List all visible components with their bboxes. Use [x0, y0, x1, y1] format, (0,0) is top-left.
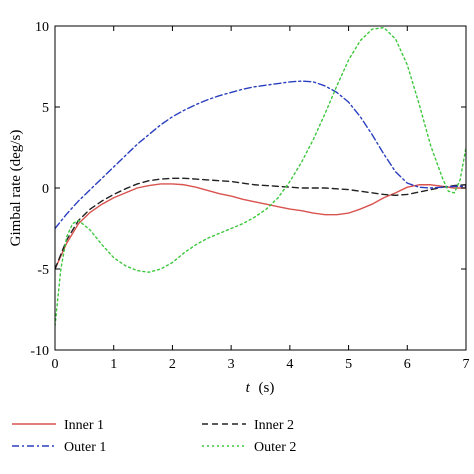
y-tick-label: -10: [30, 344, 49, 359]
x-tick-label: 4: [286, 357, 293, 372]
y-axis-label: Gimbal rate (deg/s): [8, 130, 24, 247]
x-axis: 0 1 2 3 4 5 6 7: [52, 26, 470, 372]
x-axis-label-var: t: [246, 380, 251, 396]
y-tick-label: -5: [37, 263, 49, 278]
x-tick-label: 5: [345, 357, 352, 372]
x-tick-label: 0: [52, 357, 59, 372]
legend-label-outer-1: Outer 1: [64, 440, 106, 455]
y-tick-label: 0: [42, 182, 49, 197]
x-tick-label: 1: [110, 357, 117, 372]
x-tick-label: 3: [228, 357, 235, 372]
legend-label-inner-1: Inner 1: [64, 418, 104, 433]
series-line-inner-2: [55, 177, 466, 270]
x-tick-label: 2: [169, 357, 176, 372]
series-line-outer-1: [55, 80, 466, 230]
x-axis-label-unit: (s): [259, 380, 275, 396]
x-tick-label: 6: [404, 357, 411, 372]
legend-label-inner-2: Inner 2: [254, 418, 294, 433]
y-axis: -10 -5 0 5 10: [30, 20, 466, 359]
x-axis-label: t (s): [246, 380, 275, 396]
legend-label-outer-2: Outer 2: [254, 440, 296, 455]
x-tick-label: 7: [463, 357, 470, 372]
series-layer: [55, 26, 466, 327]
series-line-outer-2: [55, 26, 466, 327]
legend: Inner 1 Inner 2 Outer 1 Outer 2: [12, 418, 296, 455]
series-line-inner-1: [55, 183, 466, 270]
y-tick-label: 10: [35, 20, 49, 35]
y-tick-label: 5: [42, 101, 49, 116]
